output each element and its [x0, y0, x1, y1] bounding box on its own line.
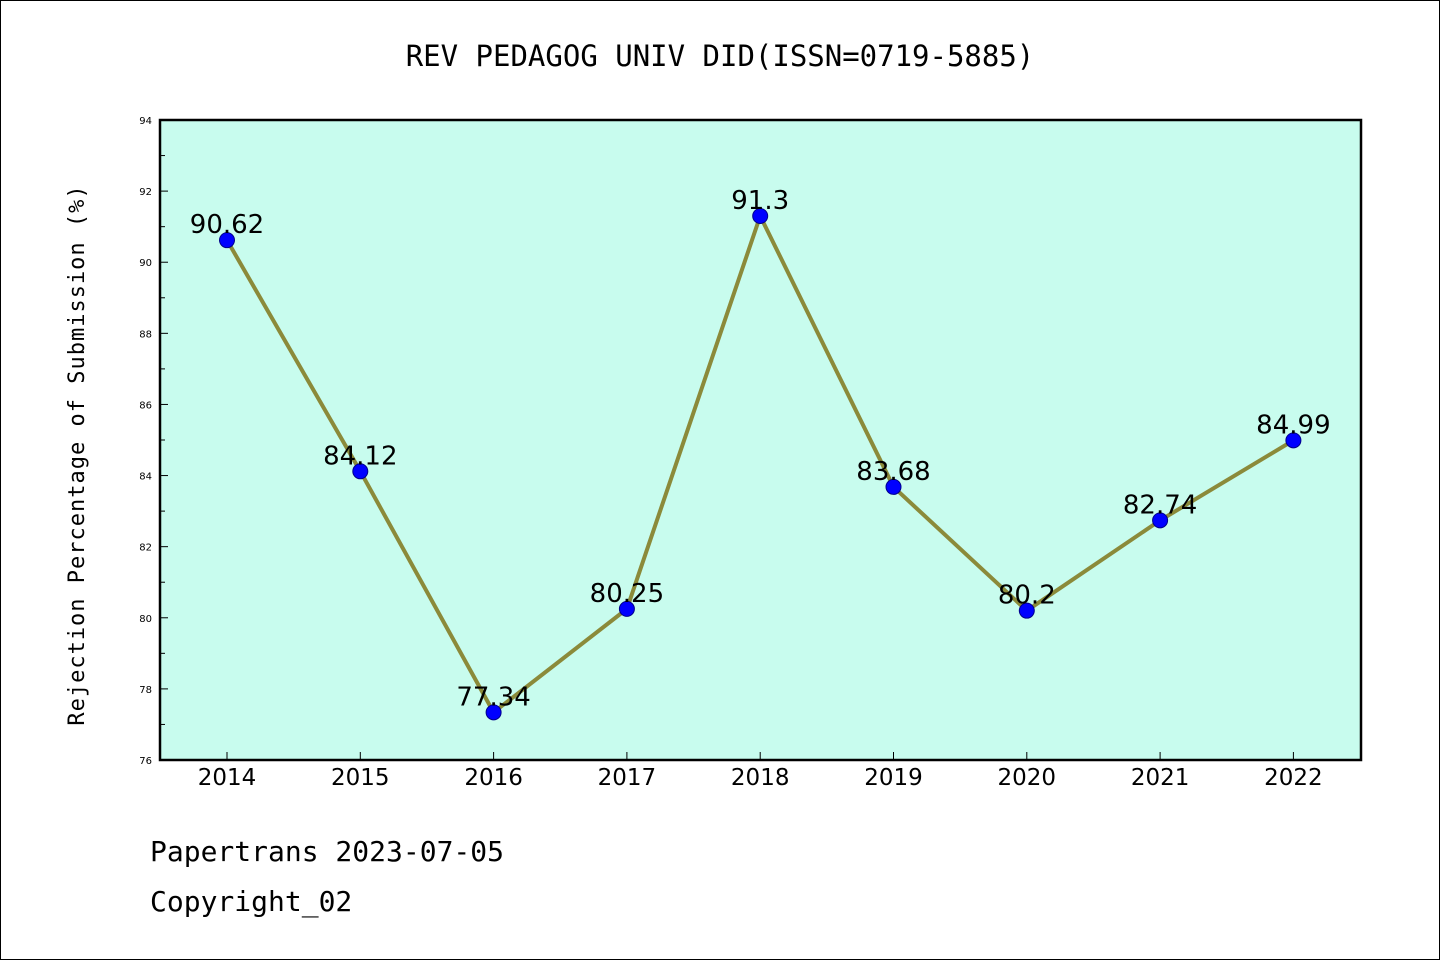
chart-title: REV PEDAGOG UNIV DID(ISSN=0719-5885)	[406, 39, 1035, 73]
footer-copyright: Copyright_02	[150, 885, 353, 918]
y-tick-label: 82	[139, 543, 152, 554]
footer-date: Papertrans 2023-07-05	[150, 835, 505, 868]
x-tick-label: 2019	[864, 765, 923, 791]
x-tick-label: 2016	[464, 765, 523, 791]
plot-border	[158, 118, 1363, 762]
data-label: 90.62	[190, 210, 264, 240]
data-markers	[219, 208, 1302, 721]
data-point	[219, 232, 235, 249]
data-label: 91.3	[731, 186, 789, 216]
x-tick-label: 2021	[1131, 765, 1190, 791]
plot-area	[160, 120, 1361, 760]
x-tick-label: 2015	[331, 765, 390, 791]
data-label: 84.99	[1256, 410, 1330, 440]
y-tick-label: 84	[139, 472, 152, 483]
data-point	[1285, 432, 1302, 449]
data-label: 83.68	[856, 457, 930, 487]
y-tick-label: 94	[139, 116, 152, 127]
x-tick-label: 2020	[998, 765, 1057, 791]
y-tick-label: 78	[139, 685, 152, 696]
x-tick-label: 2022	[1264, 765, 1323, 791]
y-tick-label: 76	[139, 756, 152, 767]
data-point	[1152, 512, 1169, 529]
data-labels: 90.62 84.12 77.34 80.25 91.3 83.68 80.2 82.74 84…	[190, 186, 1331, 712]
x-tick-label: 2014	[198, 765, 257, 791]
x-tick-label: 2018	[731, 765, 790, 791]
data-point	[885, 478, 902, 495]
y-axis-label: Rejection Percentage of Submission (%)	[65, 184, 90, 725]
data-label: 80.2	[998, 581, 1056, 611]
y-tick-label: 80	[139, 614, 152, 625]
data-point	[1018, 602, 1035, 619]
data-label: 77.34	[456, 682, 530, 712]
data-label: 82.74	[1123, 490, 1197, 520]
x-axis-ticks: 2014 2015 2016 2017 2018 2019 2020 2021 2022	[198, 752, 1323, 791]
y-tick-label: 86	[139, 400, 152, 411]
data-point	[618, 600, 635, 617]
data-point	[752, 208, 769, 224]
data-label: 84.12	[323, 441, 397, 471]
x-tick-label: 2017	[598, 765, 657, 791]
y-tick-label: 92	[139, 187, 152, 198]
data-point	[352, 463, 369, 480]
y-tick-label: 90	[139, 258, 152, 269]
data-label: 80.25	[590, 579, 664, 609]
data-point	[485, 704, 502, 721]
y-tick-label: 88	[139, 329, 152, 340]
